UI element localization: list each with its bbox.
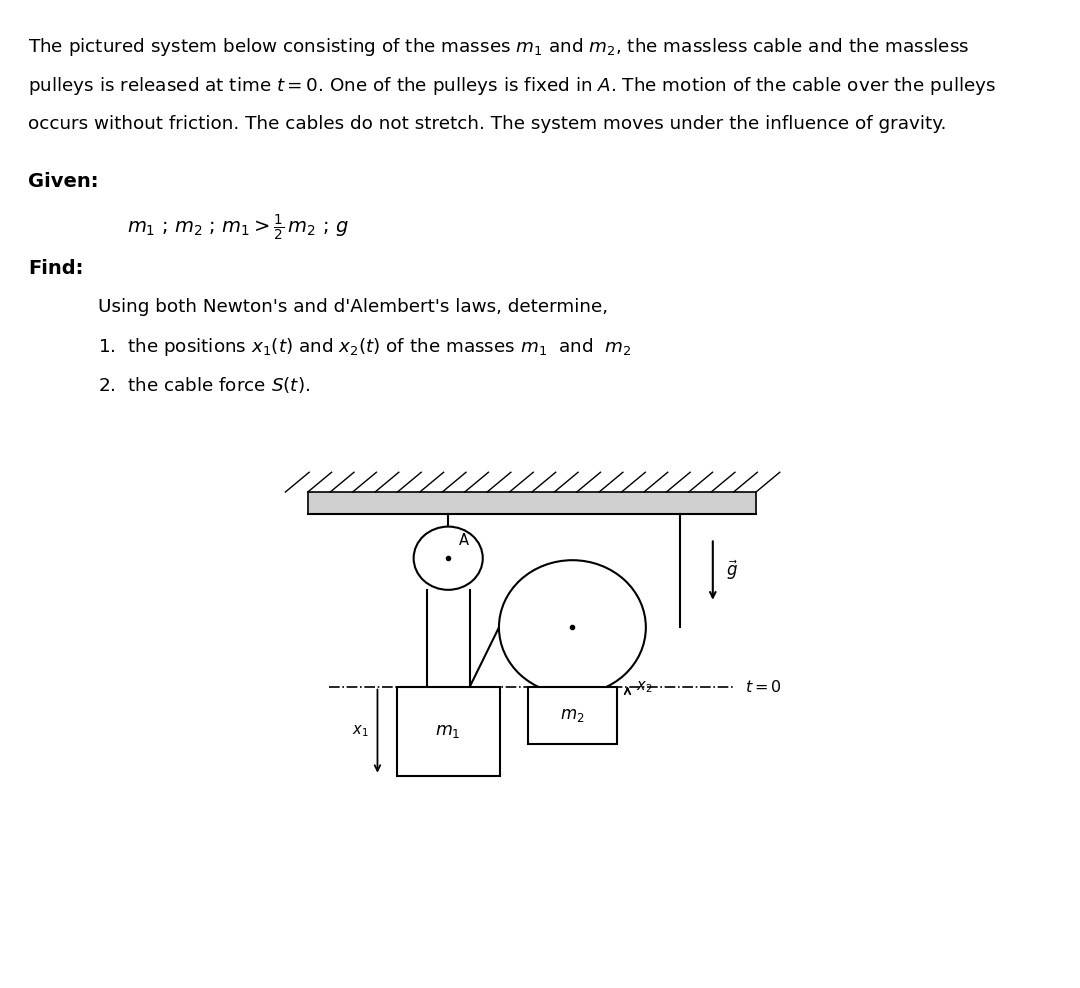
Text: $m_2$: $m_2$ [561, 706, 584, 724]
Text: Using both Newton's and d'Alembert's laws, determine,: Using both Newton's and d'Alembert's law… [98, 298, 608, 316]
Text: The pictured system below consisting of the masses $m_1$ and $m_2$, the massless: The pictured system below consisting of … [28, 36, 970, 57]
Text: $\vec{g}$: $\vec{g}$ [726, 559, 738, 582]
Bar [397, 687, 499, 776]
Text: 2.  the cable force $S(t)$.: 2. the cable force $S(t)$. [98, 375, 310, 395]
Circle shape [499, 560, 646, 695]
Text: Find:: Find: [28, 259, 83, 278]
Text: A: A [459, 534, 469, 548]
Bar [528, 687, 617, 744]
Text: $x_1$: $x_1$ [352, 723, 369, 739]
Text: $x_2$: $x_2$ [636, 679, 652, 695]
Circle shape [414, 527, 483, 590]
Text: pulleys is released at time $t = 0$. One of the pulleys is fixed in $A$. The mot: pulleys is released at time $t = 0$. One… [28, 75, 996, 97]
Text: 1.  the positions $x_1(t)$ and $x_2(t)$ of the masses $m_1$  and  $m_2$: 1. the positions $x_1(t)$ and $x_2(t)$ o… [98, 336, 632, 358]
Text: Given:: Given: [28, 172, 98, 191]
Text: $m_1$: $m_1$ [435, 722, 461, 740]
Text: $m_1$ ; $m_2$ ; $m_1 > \frac{1}{2}\, m_2$ ; $g$: $m_1$ ; $m_2$ ; $m_1 > \frac{1}{2}\, m_2… [127, 213, 349, 243]
Bar [308, 492, 756, 514]
Text: occurs without friction. The cables do not stretch. The system moves under the i: occurs without friction. The cables do n… [28, 115, 946, 132]
Text: $t = 0$: $t = 0$ [745, 679, 782, 695]
